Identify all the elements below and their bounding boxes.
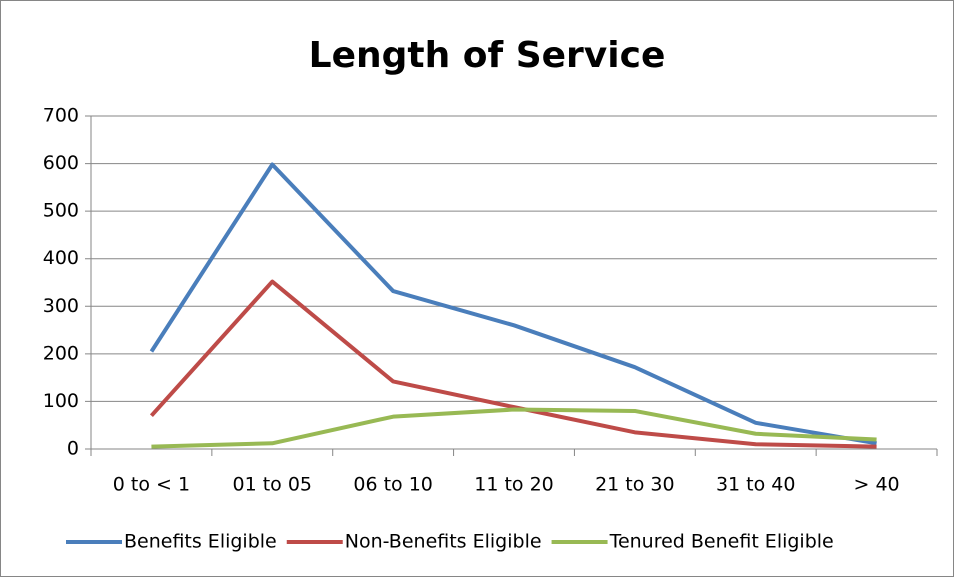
- y-tick-label: 500: [43, 200, 79, 222]
- y-tick-label: 0: [67, 438, 79, 460]
- series-line: [151, 407, 877, 449]
- y-tick-label: 300: [43, 295, 79, 317]
- chart-title: Length of Service: [309, 35, 666, 76]
- legend-label: Non-Benefits Eligible: [345, 531, 542, 553]
- y-tick-label: 700: [43, 105, 79, 127]
- legend-label: Tenured Benefit Eligible: [609, 531, 834, 553]
- x-tick-label: 0 to < 1: [113, 474, 190, 496]
- y-tick-label: 100: [43, 390, 79, 412]
- series-line: [149, 279, 877, 449]
- x-tick-label: > 40: [854, 474, 900, 496]
- x-tick-label: 11 to 20: [474, 474, 554, 496]
- x-tick-label: 21 to 30: [595, 474, 675, 496]
- x-tick-label: 01 to 05: [233, 474, 313, 496]
- y-tick-label: 600: [43, 152, 79, 174]
- x-tick-label: 31 to 40: [716, 474, 796, 496]
- y-tick-label: 200: [43, 342, 79, 364]
- y-tick-label: 400: [43, 247, 79, 269]
- legend-label: Benefits Eligible: [124, 531, 277, 553]
- x-tick-label: 06 to 10: [353, 474, 433, 496]
- series-line: [149, 162, 877, 446]
